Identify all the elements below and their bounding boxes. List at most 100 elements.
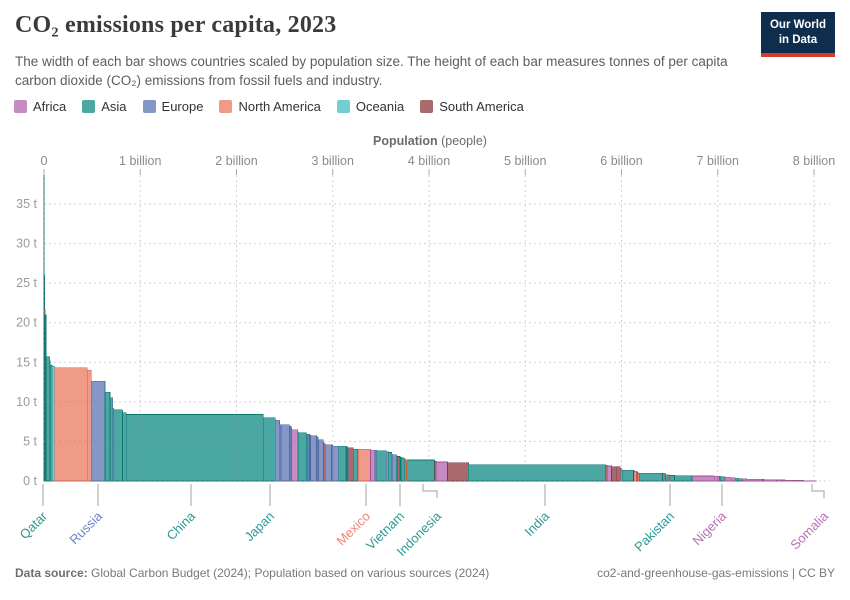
bar-nigeria[interactable] xyxy=(692,475,715,482)
legend-item-oceania[interactable]: Oceania xyxy=(336,99,405,114)
bar-iran[interactable] xyxy=(113,409,123,482)
x-tick-label: 0 xyxy=(41,154,48,168)
bar-venezuela[interactable] xyxy=(396,456,401,482)
y-tick-label: 0 t xyxy=(23,474,37,488)
bar-philippines[interactable] xyxy=(621,470,634,482)
x-axis-title: Population (people) xyxy=(373,134,487,148)
country-label-pakistan: Pakistan xyxy=(631,509,677,555)
country-label-india: India xyxy=(522,508,553,539)
bar-south-africa[interactable] xyxy=(291,429,299,482)
legend-label: Asia xyxy=(101,99,127,114)
bar-egypt[interactable] xyxy=(436,461,448,482)
emissions-marimekko-chart: 0 1 billion 2 billion 3 billion 4 billion 5 b… xyxy=(16,134,835,559)
bar-italy[interactable] xyxy=(310,435,317,482)
bar-saudi-arabia[interactable] xyxy=(45,356,50,482)
bar-poland[interactable] xyxy=(275,419,280,482)
legend-label: South America xyxy=(439,99,524,114)
bar-peru[interactable] xyxy=(616,466,621,482)
legend-label: Oceania xyxy=(355,99,405,114)
bar-mexico[interactable] xyxy=(357,449,371,482)
bar-malaysia[interactable] xyxy=(122,412,127,482)
bar-south-korea[interactable] xyxy=(104,392,111,482)
bar-united-states[interactable] xyxy=(54,367,88,482)
x-tick-label: 3 billion xyxy=(312,154,354,168)
x-tick-label: 1 billion xyxy=(119,154,161,168)
data-source-label: Data source: xyxy=(15,566,88,580)
legend-label: North America xyxy=(238,99,321,114)
legend-item-africa[interactable]: Africa xyxy=(14,99,66,114)
bar-canada[interactable] xyxy=(86,369,92,482)
bars-layer xyxy=(43,168,817,482)
bar-australia[interactable] xyxy=(51,365,55,482)
x-tick-label: 2 billion xyxy=(215,154,257,168)
legend-item-south-america[interactable]: South America xyxy=(420,99,524,114)
bar-north-korea[interactable] xyxy=(400,457,405,482)
legend-swatch-africa xyxy=(14,100,27,113)
bar-brazil[interactable] xyxy=(447,462,469,482)
bar-myanmar[interactable] xyxy=(668,475,675,482)
callout-elbow-connector xyxy=(422,484,438,498)
bar-indonesia[interactable] xyxy=(407,459,435,482)
bar-russia[interactable] xyxy=(90,380,106,482)
x-tick-label: 7 billion xyxy=(697,154,739,168)
x-tick-label: 8 billion xyxy=(793,154,835,168)
bar-france[interactable] xyxy=(324,444,332,482)
bar-china[interactable] xyxy=(125,414,264,482)
country-label-russia: Russia xyxy=(66,508,105,547)
bar-nepal[interactable] xyxy=(719,476,724,482)
bar-thailand[interactable] xyxy=(338,445,347,482)
bar-morocco[interactable] xyxy=(607,465,612,482)
x-tick-label: 4 billion xyxy=(408,154,450,168)
bar-syria[interactable] xyxy=(662,472,666,482)
bar-algeria[interactable] xyxy=(370,449,376,482)
bar-germany[interactable] xyxy=(280,424,290,482)
x-tick-label: 5 billion xyxy=(504,154,546,168)
y-tick-label: 30 t xyxy=(16,237,37,251)
bar-taiwan[interactable] xyxy=(110,397,113,482)
gridlines: 0 1 billion 2 billion 3 billion 4 billion 5 b… xyxy=(16,154,835,488)
bar-sri-lanka[interactable] xyxy=(665,474,669,482)
bar-iraq[interactable] xyxy=(352,449,358,482)
bar-ukraine[interactable] xyxy=(392,454,397,482)
bar-pakistan[interactable] xyxy=(639,472,663,482)
country-callouts: Qatar Russia China Japan MexicoVietnamIndone… xyxy=(17,484,832,559)
bar-ghana[interactable] xyxy=(714,475,718,482)
bar-burkina-faso[interactable] xyxy=(790,479,794,482)
country-label-japan: Japan xyxy=(241,509,277,545)
bar-bangladesh[interactable] xyxy=(674,475,692,482)
bar-argentina[interactable] xyxy=(348,447,354,482)
legend-swatch-north-america xyxy=(219,100,233,113)
chart-footer: Data source: Global Carbon Budget (2024)… xyxy=(15,566,835,580)
data-source-text: Global Carbon Budget (2024); Population … xyxy=(87,566,490,580)
page-title: CO₂ emissions per capita, 2023 xyxy=(15,12,337,38)
bar-mozambique[interactable] xyxy=(795,480,800,482)
y-tick-label: 10 t xyxy=(16,395,37,409)
country-label-somalia: Somalia xyxy=(787,508,831,552)
bar-niger[interactable] xyxy=(786,479,790,482)
legend-item-europe[interactable]: Europe xyxy=(142,99,204,114)
bar-vietnam[interactable] xyxy=(376,450,387,482)
legend-item-asia[interactable]: Asia xyxy=(82,99,127,114)
x-axis-title-text: Population (people) xyxy=(373,134,487,148)
bar-colombia[interactable] xyxy=(611,466,618,482)
legend-label: Europe xyxy=(161,99,204,114)
country-label-china: China xyxy=(163,508,198,543)
bar-kazakhstan[interactable] xyxy=(49,365,53,482)
owid-logo-line2: in Data xyxy=(778,33,818,46)
y-tick-label: 25 t xyxy=(16,276,37,290)
y-tick-label: 20 t xyxy=(16,316,37,330)
legend-label: Africa xyxy=(33,99,67,114)
bar-united-kingdom[interactable] xyxy=(332,445,340,482)
bar-japan[interactable] xyxy=(263,417,276,482)
bar-turkey[interactable] xyxy=(297,432,307,482)
bar-india[interactable] xyxy=(468,464,607,482)
legend-swatch-oceania xyxy=(336,100,350,113)
bar-kenya[interactable] xyxy=(724,477,731,482)
legend-item-north-america[interactable]: North America xyxy=(219,99,321,114)
bar-spain[interactable] xyxy=(318,439,324,482)
country-label-nigeria: Nigeria xyxy=(689,508,729,548)
callout-elbow-connector xyxy=(811,484,825,498)
bar-uzbekistan[interactable] xyxy=(387,452,392,482)
slug-and-license: co2-and-greenhouse-gas-emissions | CC BY xyxy=(597,566,835,580)
